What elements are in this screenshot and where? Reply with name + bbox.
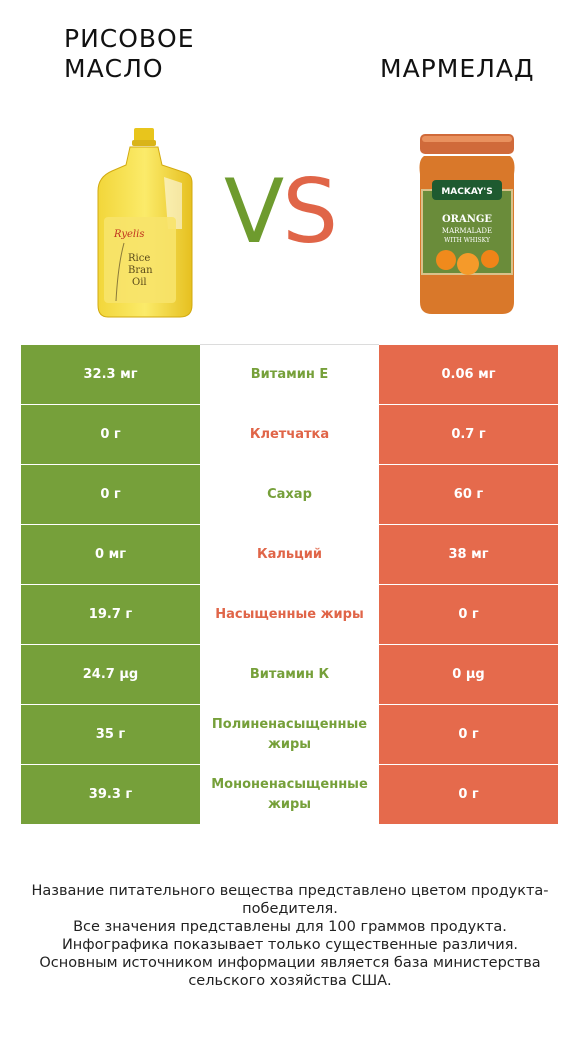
table-row: 32.3 мг Витамин E 0.06 мг — [21, 344, 558, 405]
nutrient-name-cell: Кальций — [200, 524, 379, 585]
nutrient-name-cell: Насыщенные жиры — [200, 584, 379, 645]
right-value-cell: 0 µg — [379, 644, 558, 705]
table-row: 0 мг Кальций 38 мг — [21, 524, 558, 585]
bottle-brand-text: Ryelis — [113, 229, 144, 240]
left-value-cell: 24.7 µg — [21, 644, 200, 705]
footer-line: Название питательного вещества представл… — [31, 883, 549, 917]
nutrient-name-cell: Витамин E — [200, 344, 379, 405]
right-value-cell: 0 г — [379, 704, 558, 765]
footer-line: Все значения представлены для 100 граммо… — [73, 919, 507, 935]
marmalade-jar-image: MACKAY'S ORANGE MARMALADE WITH WHISKY — [419, 134, 515, 314]
jar-label-line3: WITH WHISKY — [444, 237, 491, 244]
jar-label-line2: MARMALADE — [442, 227, 492, 235]
bottle-label-line3: Oil — [132, 277, 147, 288]
table-row: 0 г Сахар 60 г — [21, 464, 558, 525]
nutrient-name-cell: Витамин К — [200, 644, 379, 705]
left-value-cell: 39.3 г — [21, 764, 200, 825]
vs-label: VS — [224, 160, 338, 263]
table-row: 35 г Полиненасыщенные жиры 0 г — [21, 704, 558, 765]
left-value-cell: 0 г — [21, 404, 200, 465]
nutrient-name-cell: Сахар — [200, 464, 379, 525]
left-product-title: Рисовое масло — [64, 24, 195, 83]
table-row: 19.7 г Насыщенные жиры 0 г — [21, 584, 558, 645]
bottle-label-line1: Rice — [128, 253, 150, 264]
comparison-table: 32.3 мг Витамин E 0.06 мг 0 г Клетчатка … — [21, 344, 558, 825]
left-value-cell: 35 г — [21, 704, 200, 765]
footer-line: Основным источником информации является … — [39, 955, 541, 989]
nutrient-name: Насыщенные жиры — [215, 606, 364, 622]
nutrient-name-cell: Мононенасыщенные жиры — [200, 764, 379, 825]
table-row: 0 г Клетчатка 0.7 г — [21, 404, 558, 465]
left-value-cell: 19.7 г — [21, 584, 200, 645]
right-value-cell: 0.7 г — [379, 404, 558, 465]
nutrient-name: Мононенасыщенные жиры — [211, 776, 368, 812]
right-value-cell: 0 г — [379, 584, 558, 645]
table-row: 39.3 г Мононенасыщенные жиры 0 г — [21, 764, 558, 825]
table-row: 24.7 µg Витамин К 0 µg — [21, 644, 558, 705]
right-value-cell: 38 мг — [379, 524, 558, 585]
left-value-cell: 0 мг — [21, 524, 200, 585]
right-value-cell: 0.06 мг — [379, 344, 558, 405]
right-product-title: Мармелад — [380, 54, 535, 83]
nutrient-name: Сахар — [267, 486, 312, 502]
rice-bran-oil-bottle-image: Ryelis Rice Bran Oil — [97, 128, 193, 318]
nutrient-name-cell: Клетчатка — [200, 404, 379, 465]
left-value-cell: 0 г — [21, 464, 200, 525]
bottle-label-line2: Bran — [128, 265, 153, 276]
footer-line: Инфографика показывает только существенн… — [61, 937, 519, 953]
left-value-cell: 32.3 мг — [21, 344, 200, 405]
nutrient-name: Полиненасыщенные жиры — [211, 716, 368, 752]
nutrient-name-cell: Полиненасыщенные жиры — [200, 704, 379, 765]
right-value-cell: 60 г — [379, 464, 558, 525]
nutrient-name: Витамин К — [249, 666, 330, 682]
nutrient-name: Клетчатка — [249, 426, 330, 442]
nutrient-name: Кальций — [257, 546, 322, 562]
nutrient-name: Витамин E — [250, 366, 329, 382]
jar-label-line1: ORANGE — [442, 214, 492, 225]
vs-s-letter: S — [282, 160, 338, 263]
jar-brand-text: MACKAY'S — [441, 187, 492, 197]
footer-notes: Название питательного вещества представл… — [20, 882, 560, 990]
right-value-cell: 0 г — [379, 764, 558, 825]
vs-v-letter: V — [224, 160, 284, 263]
